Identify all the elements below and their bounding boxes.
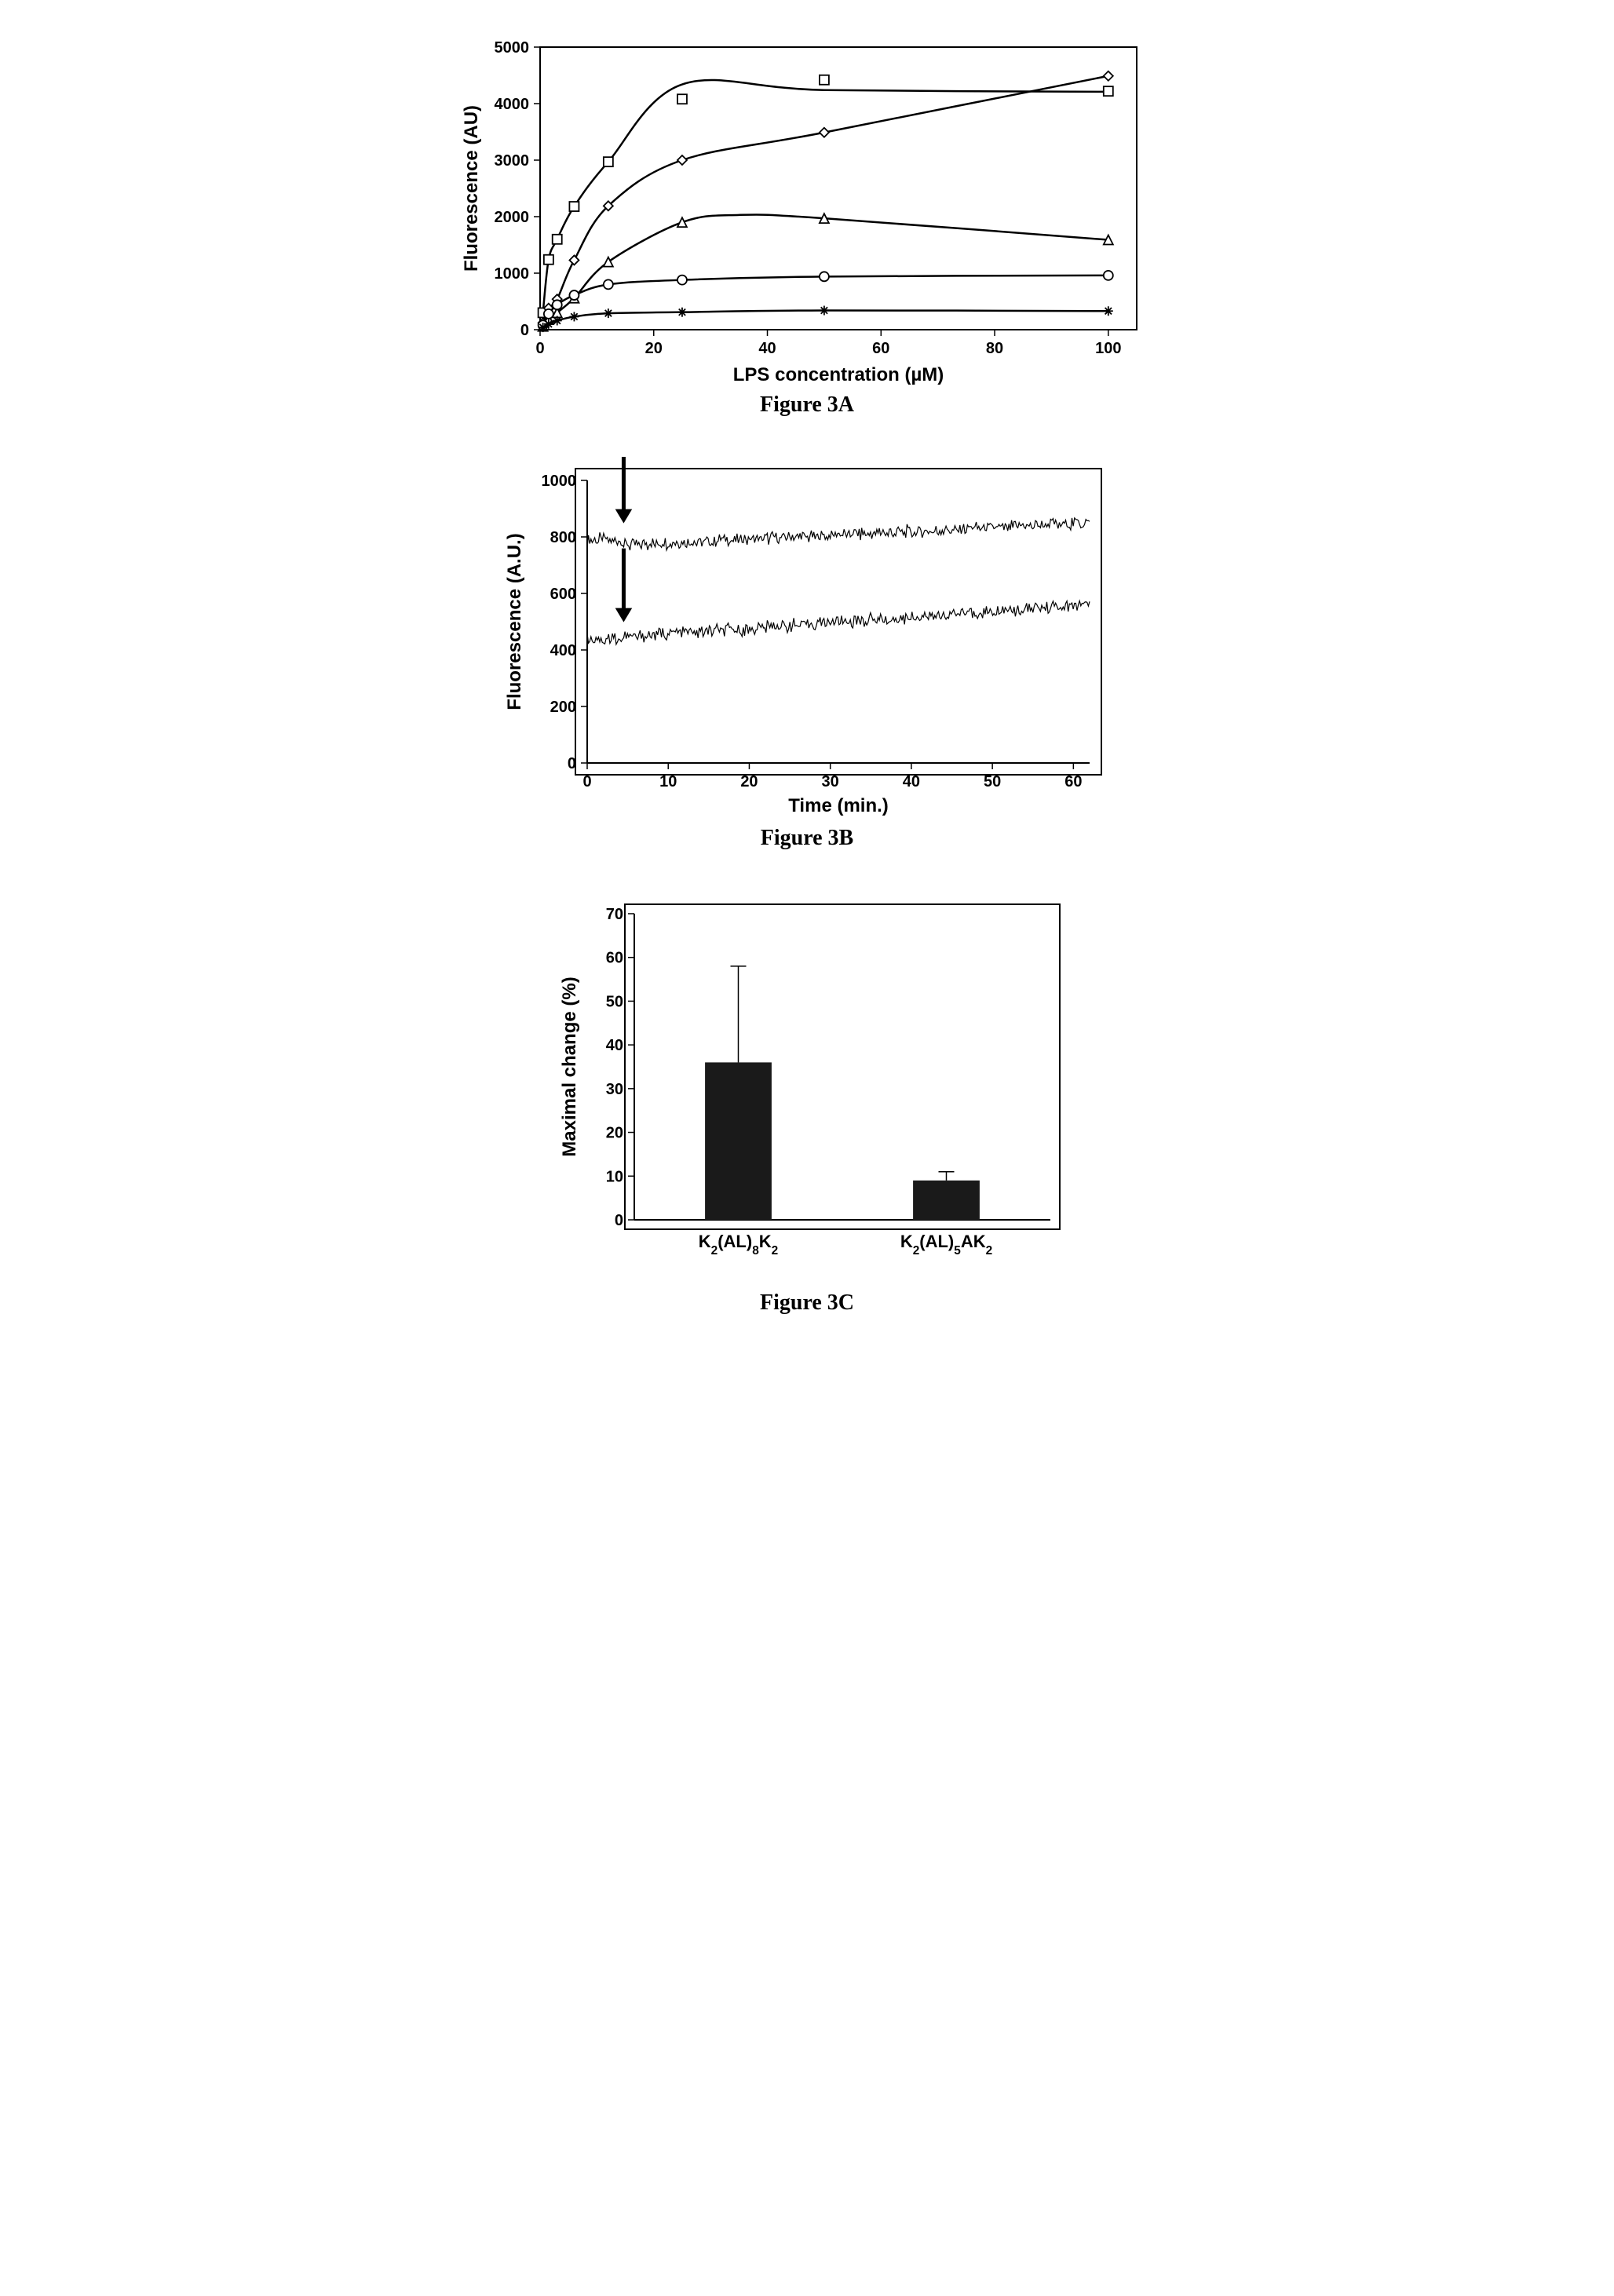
svg-text:50: 50: [606, 993, 623, 1010]
svg-text:1000: 1000: [542, 473, 577, 490]
svg-text:0: 0: [568, 755, 576, 772]
svg-text:40: 40: [758, 340, 776, 357]
svg-text:Time (min.): Time (min.): [788, 795, 889, 816]
svg-text:60: 60: [872, 340, 889, 357]
svg-text:600: 600: [550, 586, 576, 603]
svg-text:50: 50: [984, 773, 1001, 790]
svg-text:70: 70: [606, 906, 623, 923]
svg-text:10: 10: [659, 773, 677, 790]
caption-a: Figure 3A: [760, 392, 854, 418]
svg-text:200: 200: [550, 699, 576, 716]
chart-a-svg: 020406080100010002000300040005000LPS con…: [454, 31, 1160, 385]
svg-text:0: 0: [535, 340, 544, 357]
svg-text:800: 800: [550, 529, 576, 546]
svg-text:K2(AL)8K2: K2(AL)8K2: [699, 1232, 778, 1258]
caption-b: Figure 3B: [761, 826, 853, 851]
chart-b-svg: 010203040506002004006008001000Time (min.…: [493, 457, 1121, 818]
svg-text:0: 0: [615, 1212, 623, 1229]
svg-text:3000: 3000: [495, 152, 530, 170]
svg-text:60: 60: [1064, 773, 1082, 790]
svg-text:80: 80: [986, 340, 1003, 357]
svg-text:400: 400: [550, 642, 576, 659]
svg-text:Fluorescence (AU): Fluorescence (AU): [461, 105, 482, 272]
svg-text:4000: 4000: [495, 96, 530, 113]
svg-text:K2(AL)5AK2: K2(AL)5AK2: [900, 1232, 992, 1258]
svg-text:30: 30: [606, 1081, 623, 1098]
caption-c: Figure 3C: [760, 1290, 854, 1316]
svg-text:60: 60: [606, 950, 623, 967]
svg-text:20: 20: [740, 773, 758, 790]
svg-text:10: 10: [606, 1168, 623, 1185]
figure-3b: 010203040506002004006008001000Time (min.…: [493, 457, 1121, 851]
svg-text:5000: 5000: [495, 39, 530, 57]
svg-text:2000: 2000: [495, 209, 530, 226]
svg-text:100: 100: [1095, 340, 1121, 357]
figure-3a: 020406080100010002000300040005000LPS con…: [454, 31, 1160, 418]
svg-text:LPS concentration (µM): LPS concentration (µM): [733, 364, 944, 385]
svg-text:1000: 1000: [495, 265, 530, 283]
svg-text:Fluorescence (A.U.): Fluorescence (A.U.): [504, 533, 525, 710]
svg-text:0: 0: [582, 773, 591, 790]
svg-text:40: 40: [606, 1037, 623, 1054]
svg-text:20: 20: [645, 340, 663, 357]
chart-c-svg: 0 10 20 30 40 50 60 70 Maximal change (%) K2(AL)8…: [532, 890, 1082, 1283]
svg-text:0: 0: [520, 322, 529, 339]
svg-text:40: 40: [903, 773, 920, 790]
figure-3c: 0 10 20 30 40 50 60 70 Maximal change (%) K2(AL)8…: [532, 890, 1082, 1316]
svg-text:20: 20: [606, 1125, 623, 1142]
svg-text:30: 30: [822, 773, 839, 790]
svg-text:Maximal change (%): Maximal change (%): [559, 976, 580, 1156]
